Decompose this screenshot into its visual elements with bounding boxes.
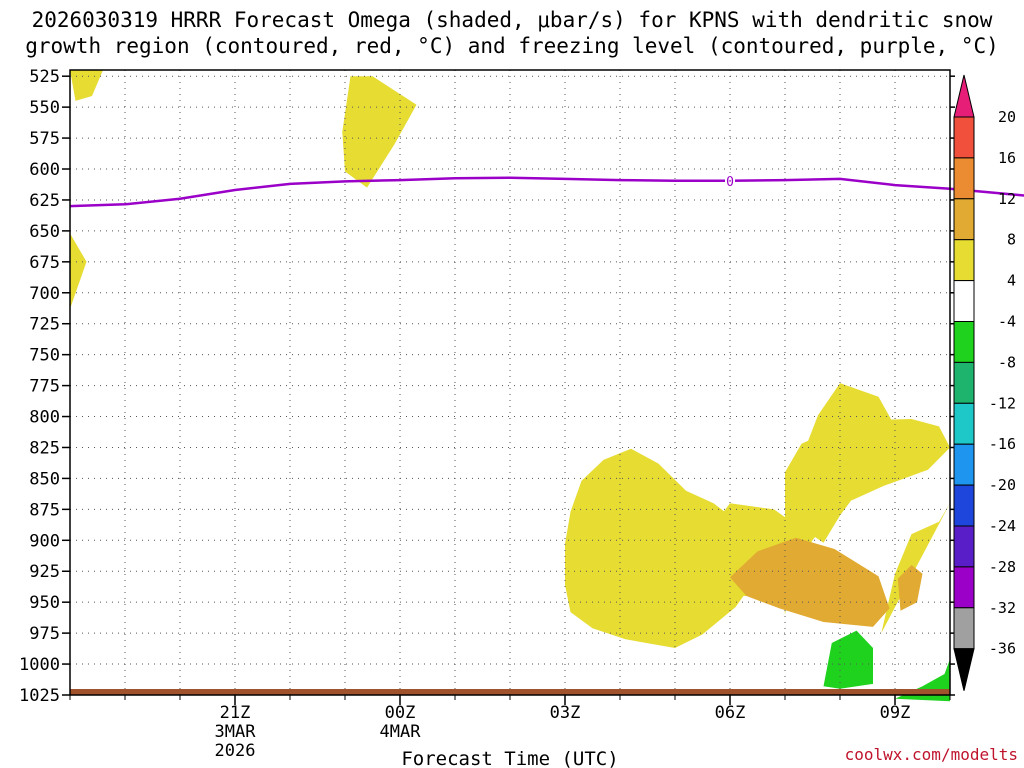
colorbar-bottom-arrow [953,648,975,691]
y-tick-label-750: 750 [29,346,60,366]
y-tick-label-775: 775 [29,377,60,397]
colorbar-swatch-9 [953,443,975,486]
freezing-level-label: 0 [726,175,734,190]
colorbar-swatch-6 [953,321,975,363]
omega-region-6 [881,503,950,634]
x-tick-label-00Z: 00Z [385,703,416,723]
omega-region-2 [342,76,417,188]
x-tick-date-00Z: 4MAR [380,722,422,742]
x-tick-label-03Z: 03Z [550,703,581,723]
omega-region-9 [730,537,890,627]
omega-colorbar: 20 16 12 8 4 -4 -8 -12 -16 -20 -24 -28 -32 -36 [953,74,1016,691]
freezing-level-line [69,176,1024,208]
colorbar-label--4: -4 [998,313,1016,331]
colorbar-swatch-7 [953,361,975,404]
colorbar-label--8: -8 [998,353,1016,371]
colorbar-swatch-2 [953,157,975,200]
pressure-axis: 525 550 575 600 625 650 675 700 725 750 775 800 825 8… [19,67,955,706]
y-tick-label-525: 525 [29,67,60,87]
colorbar-top-arrow [953,74,975,118]
y-tick-label-1025: 1025 [19,686,60,706]
y-tick-label-575: 575 [29,129,60,149]
colorbar-swatch-1 [953,116,975,159]
y-tick-label-875: 875 [29,500,60,520]
colorbar-label-20: 20 [998,108,1016,126]
colorbar-swatch-11 [953,525,975,568]
colorbar-swatch-4 [953,239,975,282]
freezing-level-contour: 0 [69,172,1024,208]
colorbar-label--32: -32 [989,599,1016,617]
omega-region-5 [796,383,895,543]
colorbar-label-4: 4 [1007,272,1016,290]
y-tick-label-850: 850 [29,469,60,489]
colorbar-swatch-12 [953,566,975,609]
y-tick-label-550: 550 [29,98,60,118]
colorbar-label--12: -12 [989,394,1016,412]
y-tick-label-700: 700 [29,284,60,304]
colorbar-swatch-5 [953,280,975,323]
y-tick-label-900: 900 [29,531,60,551]
ground-strip [70,689,950,695]
y-tick-label-1000: 1000 [19,655,60,675]
colorbar-swatch-8 [953,402,975,445]
x-tick-label-06Z: 06Z [715,703,746,723]
colorbar-label--36: -36 [989,640,1016,658]
chart-title-line2: growth region (contoured, red, °C) and f… [25,34,999,58]
y-tick-label-600: 600 [29,160,60,180]
colorbar-label-8: 8 [1007,231,1016,249]
y-tick-label-950: 950 [29,593,60,613]
x-tick-date-21Z: 3MAR [215,722,257,742]
omega-region-10 [823,630,873,689]
omega-shading [70,70,950,702]
omega-region-8 [897,565,923,611]
time-axis: 21Z3MAR202600Z4MAR03Z06Z09Z12Z [69,695,951,761]
colorbar-swatch-10 [953,484,975,527]
y-tick-label-975: 975 [29,624,60,644]
x-tick-label-21Z: 21Z [220,703,251,723]
y-tick-label-625: 625 [29,191,60,211]
credit-link[interactable]: coolwx.com/modelts [845,745,1018,764]
colorbar-label--24: -24 [989,517,1016,535]
chart-title-line1: 2026030319 HRRR Forecast Omega (shaded, … [32,8,993,32]
colorbar-label-12: 12 [998,190,1016,208]
omega-region-3 [565,448,763,648]
colorbar-swatch-13 [953,607,975,650]
y-tick-label-725: 725 [29,315,60,335]
colorbar-label--16: -16 [989,435,1016,453]
y-tick-label-800: 800 [29,408,60,428]
omega-region-0 [70,233,87,309]
y-tick-label-925: 925 [29,562,60,582]
omega-region-1 [70,70,103,101]
freezing-level-label-bg [725,172,735,189]
x-tick-label-09Z: 09Z [880,703,911,723]
colorbar-label--20: -20 [989,476,1016,494]
colorbar-label--28: -28 [989,558,1016,576]
colorbar-label-16: 16 [998,149,1016,167]
x-axis-label: Forecast Time (UTC) [401,748,618,768]
colorbar-swatch-3 [953,198,975,241]
x-tick-year-21Z: 2026 [215,741,256,761]
y-tick-label-650: 650 [29,222,60,242]
y-tick-label-825: 825 [29,438,60,458]
y-tick-label-675: 675 [29,253,60,273]
